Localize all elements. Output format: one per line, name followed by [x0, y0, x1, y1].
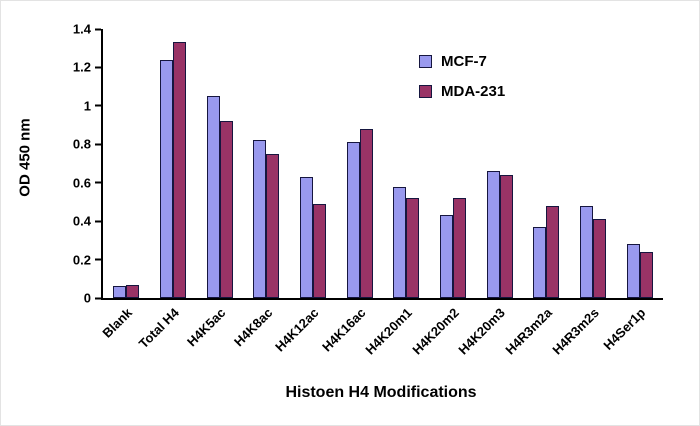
bar-group-h4ser1p: [626, 29, 653, 298]
bar-group-h4k8ac: [253, 29, 280, 298]
x-tick-label-h4ser1p: H4Ser1p: [600, 305, 649, 353]
y-axis-title: OD 450 nm: [16, 118, 34, 197]
y-tick-label: 1: [83, 98, 91, 114]
bar-mda-231-h4r3m2s: [592, 219, 606, 298]
bar-group-total-h4: [159, 29, 186, 298]
bar-group-h4r3m2s: [579, 29, 606, 298]
bar-mda-231-h4k16ac: [359, 128, 373, 298]
bar-group-h4k20m1: [393, 29, 420, 298]
y-tick-mark: [95, 28, 101, 30]
y-tick-label: 1.2: [72, 59, 91, 75]
x-tick-label-h4k20m3: H4K20m3: [455, 305, 509, 358]
y-tick: 0.6: [73, 175, 101, 190]
bar-group-h4r3m2a: [533, 29, 560, 298]
x-tick-label-h4k20m2: H4K20m2: [409, 305, 462, 358]
bar-mcf-7-h4k20m2: [439, 215, 453, 298]
x-axis-title: Histoen H4 Modifications: [285, 384, 477, 401]
bar-group-h4k20m2: [439, 29, 466, 298]
x-tick-label-h4r3m2a: H4R3m2a: [502, 305, 555, 358]
y-tick-label: 0.4: [72, 213, 91, 229]
bar-group-h4k16ac: [346, 29, 373, 298]
bar-mcf-7-h4k16ac: [346, 142, 360, 298]
bar-mcf-7-total-h4: [159, 59, 173, 298]
legend-item-mcf-7: MCF-7: [419, 53, 505, 70]
y-tick-mark: [95, 143, 101, 146]
y-tick-label: 0.8: [72, 136, 91, 152]
y-tick: 0.4: [73, 214, 101, 229]
y-tick: 1.4: [73, 22, 101, 37]
x-tick-label-total-h4: Total H4: [135, 305, 182, 352]
bar-group-h4k20m3: [486, 29, 513, 298]
bar-mda-231-h4k20m1: [406, 198, 420, 298]
bar-mda-231-h4k20m3: [499, 175, 513, 298]
y-tick: 1: [84, 98, 101, 113]
y-tick-label: 0.2: [72, 252, 91, 268]
y-tick-mark: [95, 104, 101, 107]
y-axis-ticks: 0 0.2 0.4 0.6 0.8 1 1.2 1.4: [53, 22, 101, 306]
bar-mcf-7-h4k20m3: [486, 171, 500, 298]
y-tick-mark: [95, 297, 101, 299]
legend-swatch-mda-231: [419, 85, 432, 98]
y-tick-mark: [95, 258, 101, 261]
plot-area: [101, 29, 663, 300]
bar-mda-231-total-h4: [172, 42, 186, 298]
x-tick-label-h4k20m1: H4K20m1: [362, 305, 415, 358]
bar-mda-231-h4k8ac: [266, 153, 280, 298]
bar-mda-231-h4k5ac: [219, 121, 233, 298]
legend-swatch-mcf-7: [419, 55, 432, 68]
bar-mcf-7-h4r3m2a: [533, 226, 547, 298]
x-axis-labels: Blank Total H4 H4K5ac H4K8ac H4K12ac H4K16ac H…: [99, 302, 661, 380]
y-tick-label: 0: [83, 290, 91, 306]
legend-label-mda-231: MDA-231: [441, 83, 506, 100]
legend: MCF-7 MDA-231: [419, 53, 505, 100]
x-tick-label-h4k5ac: H4K5ac: [183, 305, 229, 350]
x-tick-label-h4k8ac: H4K8ac: [230, 305, 275, 350]
bar-mcf-7-h4k5ac: [206, 96, 220, 298]
y-tick-label: 0.6: [72, 175, 91, 191]
y-tick: 0: [84, 291, 101, 306]
x-tick-label-blank: Blank: [99, 305, 135, 341]
x-tick-label-h4k16ac: H4K16ac: [318, 305, 369, 355]
x-tick-label-h4k12ac: H4K12ac: [272, 305, 322, 355]
bar-group-blank: [113, 29, 140, 298]
y-tick-label: 1.4: [72, 21, 91, 37]
bar-mda-231-h4r3m2a: [546, 205, 560, 298]
legend-label-mcf-7: MCF-7: [441, 53, 487, 70]
bar-mcf-7-h4k8ac: [253, 140, 267, 298]
bar-mda-231-h4k20m2: [452, 198, 466, 298]
bar-mda-231-blank: [126, 284, 140, 298]
bar-mcf-7-h4ser1p: [626, 244, 640, 298]
bar-mcf-7-h4r3m2s: [579, 205, 593, 298]
y-tick: 1.2: [73, 60, 101, 75]
bar-mcf-7-h4k20m1: [393, 186, 407, 298]
bar-mda-231-h4k12ac: [312, 203, 326, 298]
legend-item-mda-231: MDA-231: [419, 83, 505, 100]
bar-mda-231-h4ser1p: [639, 251, 653, 298]
y-tick-mark: [95, 181, 101, 184]
y-tick: 0.8: [73, 137, 101, 152]
bar-group-h4k12ac: [299, 29, 326, 298]
y-tick: 0.2: [73, 252, 101, 267]
bar-mcf-7-h4k12ac: [299, 176, 313, 298]
bar-mcf-7-blank: [113, 286, 127, 298]
y-tick-mark: [95, 66, 101, 69]
x-tick-label-h4r3m2s: H4R3m2s: [549, 305, 602, 358]
y-tick-mark: [95, 220, 101, 223]
bar-group-h4k5ac: [206, 29, 233, 298]
